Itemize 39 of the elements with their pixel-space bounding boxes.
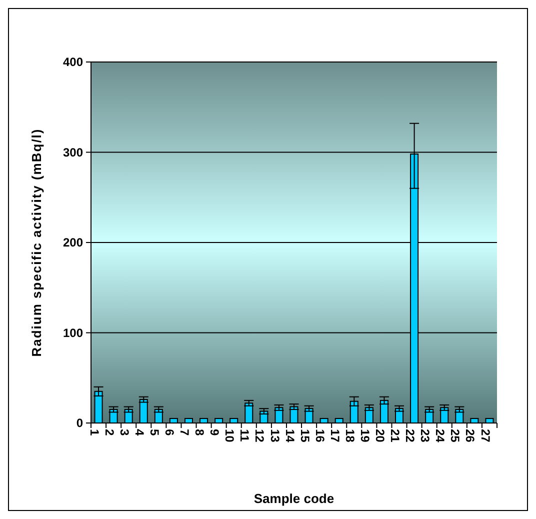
x-tick-label: 23 <box>418 429 432 443</box>
x-tick-label: 4 <box>132 429 146 436</box>
x-tick-label: 6 <box>162 429 177 436</box>
x-tick-label: 15 <box>298 429 312 443</box>
x-tick-label: 7 <box>178 429 192 436</box>
y-axis-title: Radium specific activity (mBq/l) <box>29 128 44 357</box>
bar <box>139 399 148 424</box>
y-tick-label: 400 <box>62 55 84 70</box>
x-tick-label: 20 <box>373 429 388 443</box>
y-tick-label: 0 <box>76 416 84 430</box>
x-tick-label: 24 <box>433 429 448 443</box>
x-tick-label: 9 <box>208 429 222 436</box>
y-tick-label: 200 <box>62 236 84 250</box>
x-tick-label: 16 <box>312 429 327 443</box>
bar <box>94 390 103 424</box>
y-tick-label: 100 <box>62 326 84 340</box>
x-tick-label: 14 <box>282 429 297 443</box>
x-axis-title: Sample code <box>254 491 334 506</box>
x-tick-label: 17 <box>328 429 342 443</box>
bar <box>244 402 254 424</box>
x-tick-label: 19 <box>358 429 372 443</box>
x-tick-label: 21 <box>388 429 402 443</box>
x-tick-label: 25 <box>448 429 462 443</box>
x-tick-label: 3 <box>117 429 132 436</box>
x-tick-label: 2 <box>102 429 116 436</box>
y-tick-label: 300 <box>62 145 84 160</box>
x-tick-label: 26 <box>463 429 478 443</box>
x-tick-label: 27 <box>478 429 492 443</box>
x-tick-label: 11 <box>238 429 252 442</box>
x-tick-label: 12 <box>252 429 267 443</box>
x-tick-label: 8 <box>192 429 207 436</box>
x-tick-label: 1 <box>87 429 102 436</box>
x-tick-label: 10 <box>222 429 237 443</box>
x-tick-label: 18 <box>342 429 357 443</box>
x-tick-label: 13 <box>268 429 282 443</box>
x-tick-label: 5 <box>147 429 162 436</box>
x-tick-label: 22 <box>403 429 418 443</box>
bar <box>290 406 298 424</box>
bar <box>380 400 388 424</box>
